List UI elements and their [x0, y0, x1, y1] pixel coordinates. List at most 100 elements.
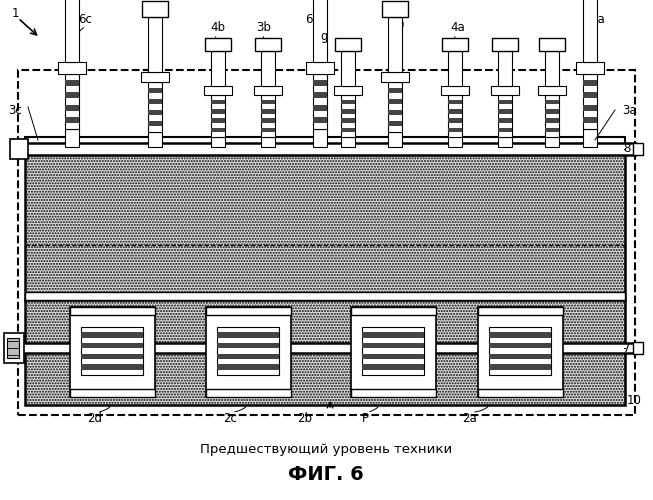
Bar [545, 100, 559, 104]
Bar [65, 0, 79, 62]
Bar [211, 137, 225, 147]
Bar [261, 109, 275, 114]
Text: 10: 10 [627, 394, 642, 406]
Text: 4a: 4a [450, 21, 465, 34]
Bar [334, 86, 362, 95]
Bar [341, 137, 355, 147]
Bar [362, 354, 424, 359]
Bar [7, 338, 19, 358]
Bar [583, 104, 597, 110]
Bar [217, 332, 279, 338]
Bar [335, 38, 361, 51]
Bar [65, 80, 79, 86]
Bar [545, 51, 559, 86]
Bar [261, 118, 275, 123]
Bar [206, 307, 291, 315]
Bar [4, 333, 24, 363]
Bar [388, 132, 402, 147]
Bar [261, 137, 275, 147]
Bar [538, 86, 566, 95]
Bar [539, 38, 565, 51]
Bar [341, 128, 355, 132]
Bar [498, 51, 512, 86]
Bar [633, 342, 643, 354]
Bar [583, 129, 597, 147]
Bar [142, 1, 168, 17]
Bar [498, 100, 512, 104]
Text: 6a: 6a [590, 13, 605, 26]
Text: 3a: 3a [622, 104, 637, 117]
Text: 5b: 5b [148, 17, 163, 30]
Bar [478, 307, 563, 397]
Text: 3b: 3b [256, 21, 271, 34]
Bar [489, 343, 551, 348]
Bar [448, 137, 462, 147]
Bar [217, 343, 279, 348]
Bar [362, 364, 424, 370]
Bar [382, 1, 408, 17]
Bar [388, 88, 402, 93]
Bar [362, 343, 424, 348]
Bar [255, 38, 281, 51]
Bar [576, 62, 604, 74]
Bar [583, 92, 597, 98]
Bar [492, 38, 518, 51]
Bar [65, 74, 79, 129]
Bar [489, 354, 551, 359]
Bar [313, 0, 327, 62]
Bar [448, 95, 462, 137]
Bar [489, 364, 551, 370]
Bar [498, 109, 512, 114]
Bar [25, 137, 625, 145]
Text: 2a: 2a [462, 412, 477, 425]
Text: P: P [362, 412, 368, 425]
Text: 6c: 6c [78, 13, 92, 26]
Bar [211, 51, 225, 86]
Bar [65, 92, 79, 98]
Bar [261, 51, 275, 86]
Bar [313, 92, 327, 98]
Bar [388, 17, 402, 72]
Bar [211, 118, 225, 123]
Bar [448, 51, 462, 86]
Bar [81, 343, 143, 348]
Bar [148, 110, 162, 116]
Bar [81, 327, 143, 375]
Bar [25, 300, 625, 405]
Text: Предшествующий уровень техники: Предшествующий уровень техники [200, 444, 452, 456]
Bar [388, 110, 402, 116]
Bar [388, 82, 402, 132]
Bar [448, 109, 462, 114]
Bar [211, 128, 225, 132]
Bar [65, 104, 79, 110]
Bar [81, 354, 143, 359]
Bar [306, 62, 334, 74]
Bar [18, 70, 635, 415]
Bar [205, 38, 231, 51]
Bar [545, 128, 559, 132]
Bar [148, 88, 162, 93]
Text: 2d: 2d [88, 412, 103, 425]
Bar [351, 307, 436, 397]
Bar [15, 343, 635, 353]
Bar [141, 72, 169, 82]
Bar [448, 100, 462, 104]
Bar [58, 62, 86, 74]
Bar [448, 128, 462, 132]
Text: 2c: 2c [223, 412, 237, 425]
Bar [442, 38, 468, 51]
Bar [217, 364, 279, 370]
Bar [217, 327, 279, 375]
Bar [441, 86, 469, 95]
Bar [313, 129, 327, 147]
Bar [478, 389, 563, 397]
Bar [341, 51, 355, 86]
Text: 1: 1 [12, 7, 20, 20]
Bar [15, 143, 635, 155]
Bar [65, 117, 79, 123]
Bar [341, 109, 355, 114]
Bar [498, 95, 512, 137]
Bar [261, 128, 275, 132]
Text: 2b: 2b [298, 412, 313, 425]
Bar [362, 327, 424, 375]
